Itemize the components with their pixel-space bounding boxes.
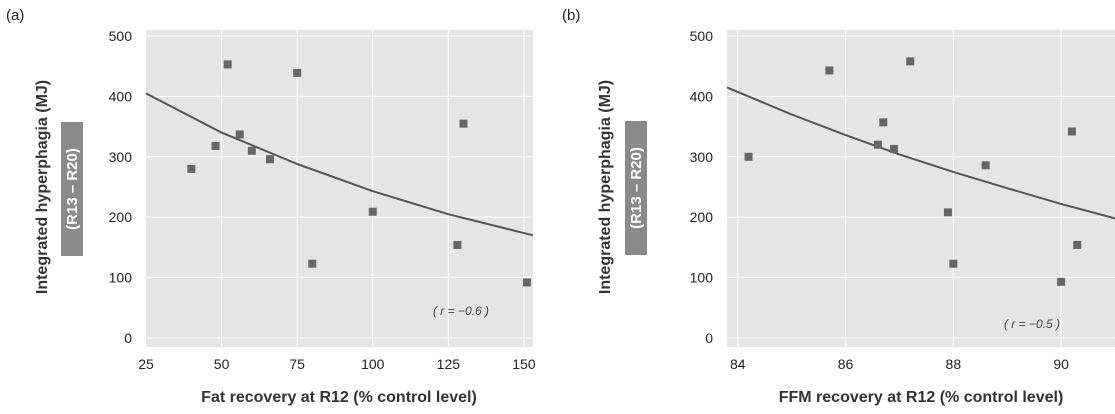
x-tick-label: 84 xyxy=(730,356,746,372)
data-point xyxy=(890,144,899,153)
y-tick-label: 200 xyxy=(690,209,714,225)
x-tick-label: 100 xyxy=(361,356,385,372)
trend-curve xyxy=(726,86,1115,220)
trend-line xyxy=(726,86,1115,220)
grid xyxy=(146,30,533,347)
grid xyxy=(727,30,1115,347)
y-tick-label: 0 xyxy=(124,330,132,346)
data-points xyxy=(187,60,531,287)
data-point xyxy=(187,164,196,173)
data-point xyxy=(744,152,753,161)
data-point xyxy=(949,259,958,268)
x-tick-label: 150 xyxy=(512,356,536,372)
data-point xyxy=(522,278,531,287)
data-point xyxy=(459,119,468,128)
data-points xyxy=(744,57,1082,286)
y-axis-badge-label: (R13 – R20) xyxy=(628,147,645,229)
data-point xyxy=(211,141,220,150)
data-point xyxy=(235,130,244,139)
plot-area xyxy=(727,30,1115,347)
correlation-annotation: ( r = −0.6 ) xyxy=(433,304,489,318)
y-axis-ticks: 0 100 200 300 400 500 xyxy=(690,28,714,346)
data-point xyxy=(368,207,377,216)
y-tick-label: 100 xyxy=(690,270,714,286)
data-point xyxy=(906,57,915,66)
x-axis-label: Fat recovery at R12 (% control level) xyxy=(201,389,477,406)
data-point xyxy=(265,155,274,164)
data-point xyxy=(247,146,256,155)
y-tick-label: 0 xyxy=(705,330,713,346)
y-axis-badge-label: (R13 – R20) xyxy=(64,148,81,230)
trend-curve xyxy=(145,92,534,237)
data-point xyxy=(981,161,990,170)
data-point xyxy=(223,60,232,69)
trend-line xyxy=(145,92,534,237)
y-axis-badge xyxy=(61,122,83,256)
y-tick-label: 100 xyxy=(109,270,133,286)
data-point xyxy=(293,68,302,77)
data-point xyxy=(1067,127,1076,136)
y-axis-label: Integrated hyperphagia (MJ) xyxy=(34,80,51,294)
panel-label: (b) xyxy=(562,7,580,24)
data-point xyxy=(1073,240,1082,249)
x-tick-label: 125 xyxy=(437,356,461,372)
y-axis-badge xyxy=(625,121,647,255)
data-point xyxy=(825,66,834,75)
y-axis-ticks: 0 100 200 300 400 500 xyxy=(109,28,133,346)
x-tick-label: 75 xyxy=(289,356,305,372)
panel-label: (a) xyxy=(6,7,24,24)
y-axis-label: Integrated hyperphagia (MJ) xyxy=(597,80,614,294)
y-tick-label: 200 xyxy=(109,209,133,225)
data-point xyxy=(879,118,888,127)
x-axis-label: FFM recovery at R12 (% control level) xyxy=(779,389,1064,406)
x-tick-label: 88 xyxy=(946,356,962,372)
x-axis-ticks: 25 50 75 100 125 150 xyxy=(138,356,536,372)
y-tick-label: 300 xyxy=(690,149,714,165)
correlation-annotation: ( r = −0.5 ) xyxy=(1004,317,1060,331)
data-point xyxy=(943,208,952,217)
x-tick-label: 25 xyxy=(138,356,154,372)
plot-area xyxy=(146,30,533,347)
data-point xyxy=(453,240,462,249)
y-tick-label: 500 xyxy=(109,28,133,44)
data-point xyxy=(308,259,317,268)
data-point xyxy=(873,140,882,149)
y-tick-label: 300 xyxy=(109,149,133,165)
panel-a: (a) Integrated hyperphagia (MJ) (R13 – R… xyxy=(6,7,536,406)
x-tick-label: 90 xyxy=(1053,356,1069,372)
x-tick-label: 86 xyxy=(838,356,854,372)
panel-b: (b) Integrated hyperphagia (MJ) (R13 – R… xyxy=(562,7,1115,406)
data-point xyxy=(1057,277,1066,286)
y-tick-label: 400 xyxy=(109,88,133,104)
x-axis-ticks: 84 86 88 90 xyxy=(730,356,1069,372)
y-tick-label: 500 xyxy=(690,28,714,44)
x-tick-label: 50 xyxy=(214,356,230,372)
y-tick-label: 400 xyxy=(690,88,714,104)
